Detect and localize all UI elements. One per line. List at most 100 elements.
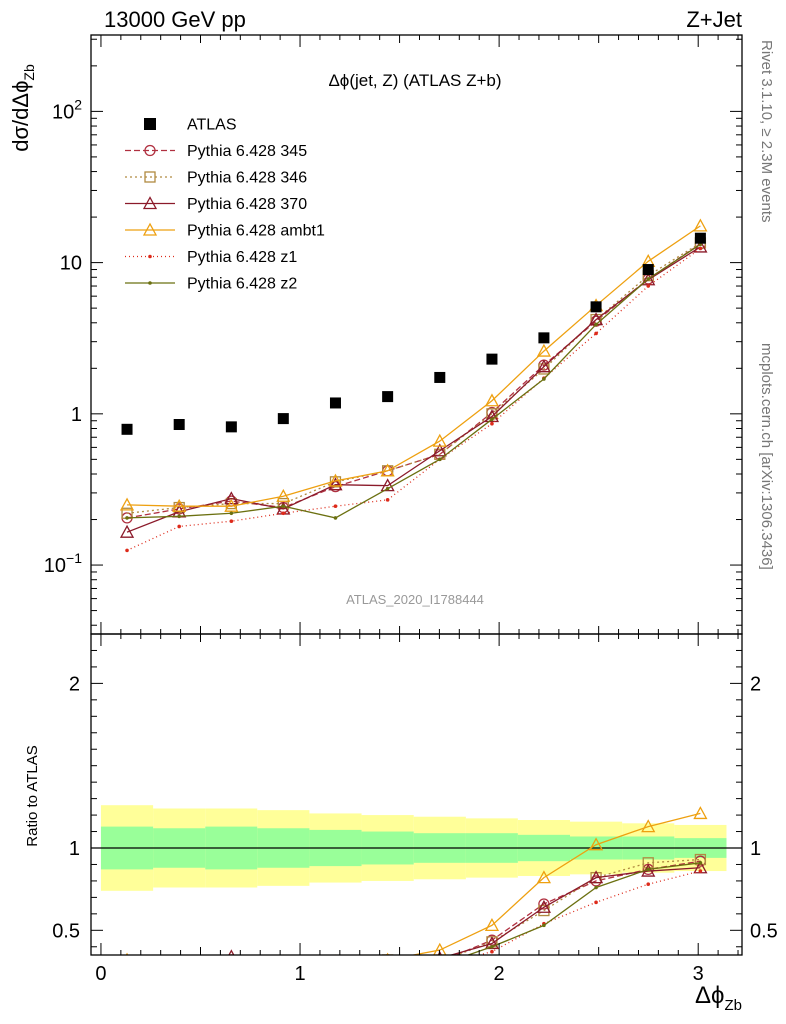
point-pythia-6-428-z1 <box>594 331 598 336</box>
ratio-point-pythia-6-428-z1 <box>125 984 129 988</box>
point-pythia-6-428-370 <box>380 478 395 492</box>
legend-label-pythia-6-428-370: Pythia 6.428 370 <box>187 196 307 213</box>
ratio-point-pythia-6-428-z2 <box>230 966 234 970</box>
ratio-point-pythia-6-428-370 <box>277 965 289 976</box>
point-pythia-6-428-370 <box>224 491 239 505</box>
ratio-point-pythia-6-428-z2 <box>594 885 598 890</box>
ratio-tick-label-right: 1 <box>750 838 761 860</box>
axes: 0 1 2 3 10−1 1 10 102 0.5 0.5 1 1 2 2 <box>44 34 778 985</box>
series-line-pythia-6-428-346 <box>126 242 701 514</box>
data-point-atlas <box>538 332 550 344</box>
point-pythia-6-428-370 <box>328 477 343 491</box>
series-line-pythia-6-428-z2 <box>127 243 701 519</box>
ratio-point-pythia-6-428-z2 <box>646 867 651 872</box>
ratio-line-pythia-6-428-z1 <box>476 870 701 955</box>
ratio-point-pythia-6-428-z2 <box>542 923 546 928</box>
ratio-point-pythia-6-428-z1 <box>282 971 286 975</box>
ratio-point-pythia-6-428-ambt1 <box>173 959 185 970</box>
ratio-point-pythia-6-428-z2 <box>438 963 442 967</box>
data-point-atlas <box>590 301 602 313</box>
data-point-atlas <box>329 397 341 409</box>
header-left: 13000 GeV pp <box>104 7 246 32</box>
ratio-point-pythia-6-428-346 <box>278 963 288 973</box>
ratio-point-pythia-6-428-z2 <box>334 983 338 987</box>
point-pythia-6-428-370 <box>536 359 552 373</box>
ratio-point-pythia-6-428-345 <box>384 954 391 955</box>
ratio-point-pythia-6-428-345 <box>435 957 445 967</box>
legend-label-pythia-6-428-345: Pythia 6.428 345 <box>187 143 307 160</box>
ratio-point-pythia-6-428-z2 <box>125 968 129 972</box>
point-pythia-6-428-z2 <box>542 377 546 381</box>
ratio-point-pythia-6-428-ambt1 <box>641 819 656 833</box>
legend-label-pythia-6-428-z1: Pythia 6.428 z1 <box>187 249 297 266</box>
legend-marker-pythia-6-428-ambt1 <box>142 222 158 236</box>
data-point-atlas <box>382 391 394 403</box>
ratio-line-pythia-6-428-346 <box>455 858 701 955</box>
point-pythia-6-428-z2 <box>385 486 390 491</box>
y-tick-label: 10−1 <box>44 550 82 577</box>
data-point-atlas <box>277 413 289 425</box>
ratio-point-pythia-6-428-z1 <box>646 882 651 887</box>
point-pythia-6-428-z1 <box>698 246 703 251</box>
point-pythia-6-428-z2 <box>125 516 129 520</box>
header-right: Z+Jet <box>686 7 742 32</box>
point-pythia-6-428-ambt1 <box>484 393 500 407</box>
svg-text:dσ/dΔϕZb: dσ/dΔϕZb <box>8 64 37 152</box>
point-pythia-6-428-z2 <box>490 417 494 422</box>
ratio-point-pythia-6-428-345 <box>228 954 235 955</box>
point-pythia-6-428-ambt1 <box>380 463 395 477</box>
point-pythia-6-428-370 <box>432 443 447 457</box>
ratio-point-pythia-6-428-z1 <box>438 963 442 967</box>
ratio-point-pythia-6-428-ambt1 <box>282 954 284 955</box>
y-tick-label: 102 <box>52 96 82 123</box>
point-pythia-6-428-z2 <box>333 516 338 520</box>
ratio-line-pythia-6-428-ambt1 <box>410 812 701 955</box>
legend-label-pythia-6-428-346: Pythia 6.428 346 <box>187 170 307 187</box>
point-pythia-6-428-z1 <box>385 498 390 502</box>
legend-marker-pythia-6-428-346 <box>144 171 156 183</box>
ratio-tick-label-right: 0.5 <box>750 920 778 942</box>
ratio-point-pythia-6-428-345 <box>278 965 288 975</box>
point-pythia-6-428-z1 <box>490 421 494 426</box>
data-point-atlas <box>642 264 654 276</box>
point-pythia-6-428-ambt1 <box>224 498 239 512</box>
y-tick-label: 1 <box>71 404 82 426</box>
ratio-point-pythia-6-428-345 <box>330 962 340 972</box>
ratio-tick-label-left: 2 <box>69 673 80 695</box>
ratio-point-pythia-6-428-z1 <box>177 976 181 980</box>
ratio-point-pythia-6-428-370 <box>228 949 235 955</box>
ratio-point-pythia-6-428-ambt1 <box>693 806 708 820</box>
point-pythia-6-428-z2 <box>437 457 442 462</box>
ratio-point-pythia-6-428-370 <box>173 964 185 975</box>
ratio-point-pythia-6-428-370 <box>382 964 394 975</box>
ratio-point-pythia-6-428-346 <box>226 957 236 967</box>
ratio-point-pythia-6-428-346 <box>122 962 132 972</box>
ratio-point-pythia-6-428-346 <box>330 958 340 968</box>
legend-marker-pythia-6-428-370 <box>142 196 158 210</box>
legend: ATLAS Pythia 6.428 345 Pythia 6.428 346 Pyt… <box>125 117 325 293</box>
ratio-point-pythia-6-428-ambt1 <box>433 942 447 955</box>
ratio-point-pythia-6-428-345 <box>122 965 132 975</box>
point-pythia-6-428-ambt1 <box>432 433 447 447</box>
ratio-point-pythia-6-428-z1 <box>490 949 494 954</box>
series-line-pythia-6-428-345 <box>126 243 701 519</box>
legend-label-atlas: ATLAS <box>187 117 237 134</box>
ratio-point-pythia-6-428-345 <box>174 962 184 972</box>
x-axis-title: ΔϕZb <box>695 982 742 1014</box>
ratio-point-pythia-6-428-346 <box>381 954 394 955</box>
point-pythia-6-428-ambt1 <box>536 343 552 357</box>
main-panel <box>119 218 708 553</box>
ratio-point-pythia-6-428-z2 <box>386 970 390 974</box>
ratio-point-pythia-6-428-370 <box>121 972 133 983</box>
ratio-point-pythia-6-428-ambt1 <box>588 837 604 851</box>
ratio-tick-label-right: 2 <box>750 673 761 695</box>
x-tick-label: 2 <box>494 963 505 985</box>
legend-marker-pythia-6-428-345 <box>144 144 156 157</box>
ratio-point-pythia-6-428-z1 <box>698 869 703 873</box>
y-tick-label: 10 <box>60 253 82 275</box>
data-point-atlas <box>694 232 706 244</box>
point-pythia-6-428-z2 <box>594 322 598 327</box>
ratio-point-pythia-6-428-ambt1 <box>536 870 552 884</box>
data-point-atlas <box>486 353 498 365</box>
point-pythia-6-428-ambt1 <box>119 497 135 511</box>
